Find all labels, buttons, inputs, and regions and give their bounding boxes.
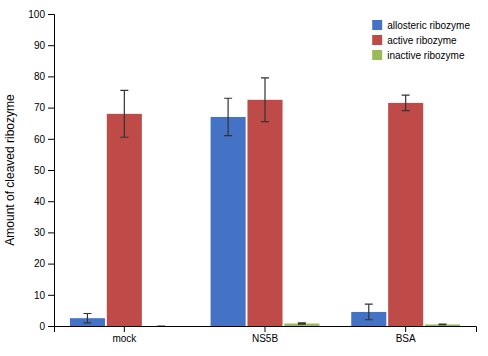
bar <box>425 324 460 326</box>
error-bar <box>298 323 306 324</box>
y-tick-mark <box>48 295 54 296</box>
chart: 0 10 20 30 40 50 60 70 80 90 100 mock NS5B BSA Amount … <box>0 0 488 356</box>
error-bar <box>261 78 269 122</box>
legend-item: allosteric ribozyme <box>372 20 470 31</box>
y-tick: 80 <box>34 71 54 82</box>
y-tick: 70 <box>34 102 54 113</box>
y-tick: 20 <box>34 258 54 269</box>
legend: allosteric ribozyme active ribozyme inacti… <box>372 20 470 61</box>
y-axis-line <box>48 15 55 327</box>
error-bar <box>120 90 128 137</box>
bar <box>247 100 282 326</box>
y-tick-label: 80 <box>34 71 46 82</box>
y-tick: 60 <box>34 134 54 145</box>
marks <box>70 78 460 326</box>
y-tick-mark <box>48 232 54 233</box>
y-tick-label: 40 <box>34 196 46 207</box>
y-tick: 30 <box>34 227 54 238</box>
y-tick-label: 0 <box>39 321 45 332</box>
y-tick-mark <box>48 76 54 77</box>
y-tick: 90 <box>34 40 54 51</box>
legend-swatch <box>372 50 382 60</box>
x-tick-label: NS5B <box>252 333 278 344</box>
y-tick-label: 10 <box>34 290 46 301</box>
y-axis-title: Amount of cleaved ribozyme <box>3 94 17 246</box>
y-tick-label: 90 <box>34 40 46 51</box>
error-bar <box>365 304 373 320</box>
y-tick-mark <box>48 108 54 109</box>
bar <box>211 117 246 326</box>
y-tick-label: 70 <box>34 102 46 113</box>
y-tick-mark <box>48 326 54 327</box>
y-tick-label: 100 <box>28 9 45 20</box>
x-tick-label: mock <box>112 333 137 344</box>
y-tick-mark <box>48 170 54 171</box>
y-tick-label: 60 <box>34 134 46 145</box>
bar <box>388 103 423 326</box>
error-bar <box>224 98 232 135</box>
bar-series <box>70 98 386 326</box>
y-tick-label: 20 <box>34 258 46 269</box>
y-tick-label: 50 <box>34 165 46 176</box>
y-tick-mark <box>48 139 54 140</box>
bar-series <box>157 323 460 326</box>
y-tick-label: 30 <box>34 227 46 238</box>
y-tick: 50 <box>34 165 54 176</box>
legend-label: allosteric ribozyme <box>387 20 470 31</box>
bar-series <box>107 78 423 326</box>
legend-item: inactive ribozyme <box>372 50 465 61</box>
y-tick-mark <box>48 14 54 15</box>
legend-swatch <box>372 35 382 45</box>
x-tick-mark <box>124 326 125 332</box>
x-tick-label: BSA <box>396 333 416 344</box>
bar <box>144 326 179 327</box>
error-bar <box>439 324 447 326</box>
plot: 0 10 20 30 40 50 60 70 80 90 100 mock NS5B BSA Amount … <box>3 9 477 344</box>
x-tick-mark <box>265 326 266 332</box>
error-bar <box>402 95 410 111</box>
y-tick: 10 <box>34 290 54 301</box>
x-tick: BSA <box>396 326 416 344</box>
y-axis: 0 10 20 30 40 50 60 70 80 90 100 <box>28 9 54 332</box>
bar <box>107 114 142 326</box>
y-tick-mark <box>48 264 54 265</box>
y-tick-mark <box>48 45 54 46</box>
x-tick-mark <box>405 326 406 332</box>
x-axis: mock NS5B BSA <box>55 326 477 344</box>
legend-label: active ribozyme <box>387 35 457 46</box>
error-bar <box>157 325 165 326</box>
x-axis-line <box>55 327 477 333</box>
y-tick: 40 <box>34 196 54 207</box>
legend-label: inactive ribozyme <box>387 50 465 61</box>
legend-item: active ribozyme <box>372 35 457 46</box>
error-bar <box>83 314 91 323</box>
legend-swatch <box>372 20 382 30</box>
x-tick: NS5B <box>252 326 278 344</box>
x-tick: mock <box>112 326 137 344</box>
y-tick: 100 <box>28 9 54 20</box>
y-tick: 0 <box>39 321 54 332</box>
bar <box>284 324 319 326</box>
y-tick-mark <box>48 201 54 202</box>
